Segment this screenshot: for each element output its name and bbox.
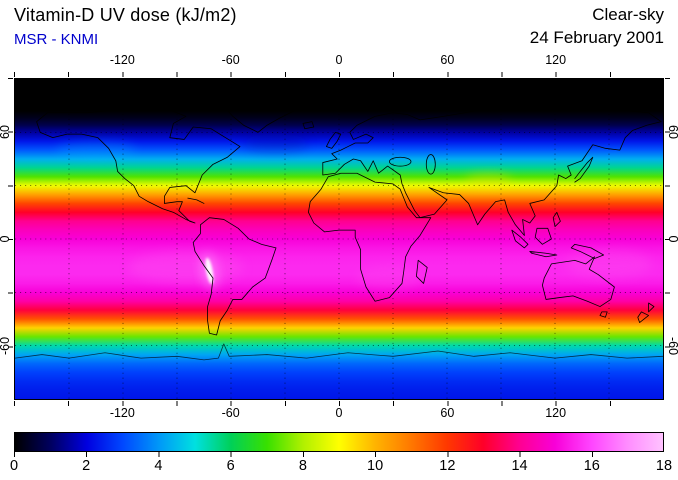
colorbar-tick-label: 16: [583, 458, 600, 474]
lat-ticks-left: [8, 78, 13, 400]
world-uv-map: [15, 79, 663, 399]
andes-high-uv-spot: [205, 257, 214, 285]
cuba-outline: [187, 197, 205, 204]
lon-tick-label: -120: [109, 53, 135, 67]
madagascar-outline: [415, 259, 428, 284]
lon-tick-label: 0: [335, 53, 343, 67]
south-america-outline: [192, 217, 277, 336]
colorbar-tick-label: 12: [439, 458, 456, 474]
africa-outline: [307, 172, 432, 302]
colorbar-tick-label: 18: [655, 458, 673, 474]
date-label: 24 February 2001: [529, 28, 664, 47]
colorbar-tick-label: 14: [511, 458, 528, 474]
colorbar-ticks: [14, 452, 664, 457]
graticule: [15, 79, 663, 399]
japan-outline: [574, 156, 594, 183]
new-zealand-north-outline: [648, 302, 655, 313]
colorbar-tick-label: 2: [82, 458, 91, 474]
north-pacific-bright-patch: [56, 141, 136, 159]
continent-outlines: [15, 91, 663, 361]
colorbar-tick-label: 0: [9, 458, 19, 474]
lon-tick-label: 60: [440, 53, 455, 67]
lon-tick-label: 0: [335, 406, 343, 420]
britain-outline: [325, 131, 342, 149]
figure-title: Vitamin-D UV dose (kJ/m2): [14, 5, 237, 25]
map-frame: [14, 78, 664, 400]
lon-axis-bottom: -120 -60 0 60 120: [14, 406, 664, 420]
tasmania-outline: [599, 311, 608, 318]
colorbar-labels: 0 2 4 6 8 10 12 14 16 18: [10, 458, 672, 474]
data-source-label: MSR - KNMI: [14, 31, 99, 48]
indian-ocean-bright-patch: [357, 265, 422, 291]
lon-ticks-top: [14, 72, 664, 77]
philippines-outline: [552, 211, 561, 227]
colorbar-gradient: [14, 432, 664, 452]
lon-tick-label: -60: [221, 406, 240, 420]
borneo-outline: [534, 227, 552, 245]
lon-tick-label: 120: [545, 53, 567, 67]
lon-tick-label: 120: [545, 406, 567, 420]
south-pacific-bright-patch: [128, 251, 244, 284]
lon-tick-label: 60: [440, 406, 455, 420]
lat-ticks-right: [665, 78, 670, 400]
black-sea-outline: [388, 156, 412, 167]
antarctica-coast-outline: [15, 343, 663, 361]
colorbar-tick-label: 10: [367, 458, 384, 474]
iceland-outline: [302, 121, 315, 130]
sky-condition-label: Clear-sky: [592, 5, 664, 24]
lon-tick-label: -60: [221, 53, 240, 67]
lon-ticks-bottom: [14, 401, 664, 406]
colorbar-tick-label: 4: [154, 458, 163, 474]
greenland-outline: [221, 91, 300, 133]
colorbar-tick-label: 8: [298, 458, 307, 474]
new-guinea-outline: [570, 243, 605, 259]
lon-tick-label: -120: [109, 406, 135, 420]
north-atlantic-dark-patch: [243, 134, 309, 152]
lon-axis-top: -120 -60 0 60 120: [14, 53, 664, 67]
eurasia-outline: [322, 105, 662, 236]
caspian-sea-outline: [425, 154, 436, 175]
tibet-bright-patch: [465, 173, 512, 188]
north-america-outline: [36, 108, 241, 224]
australia-outline: [541, 256, 615, 307]
new-zealand-south-outline: [637, 311, 650, 323]
java-outline: [529, 251, 558, 258]
colorbar-tick-label: 6: [226, 458, 235, 474]
